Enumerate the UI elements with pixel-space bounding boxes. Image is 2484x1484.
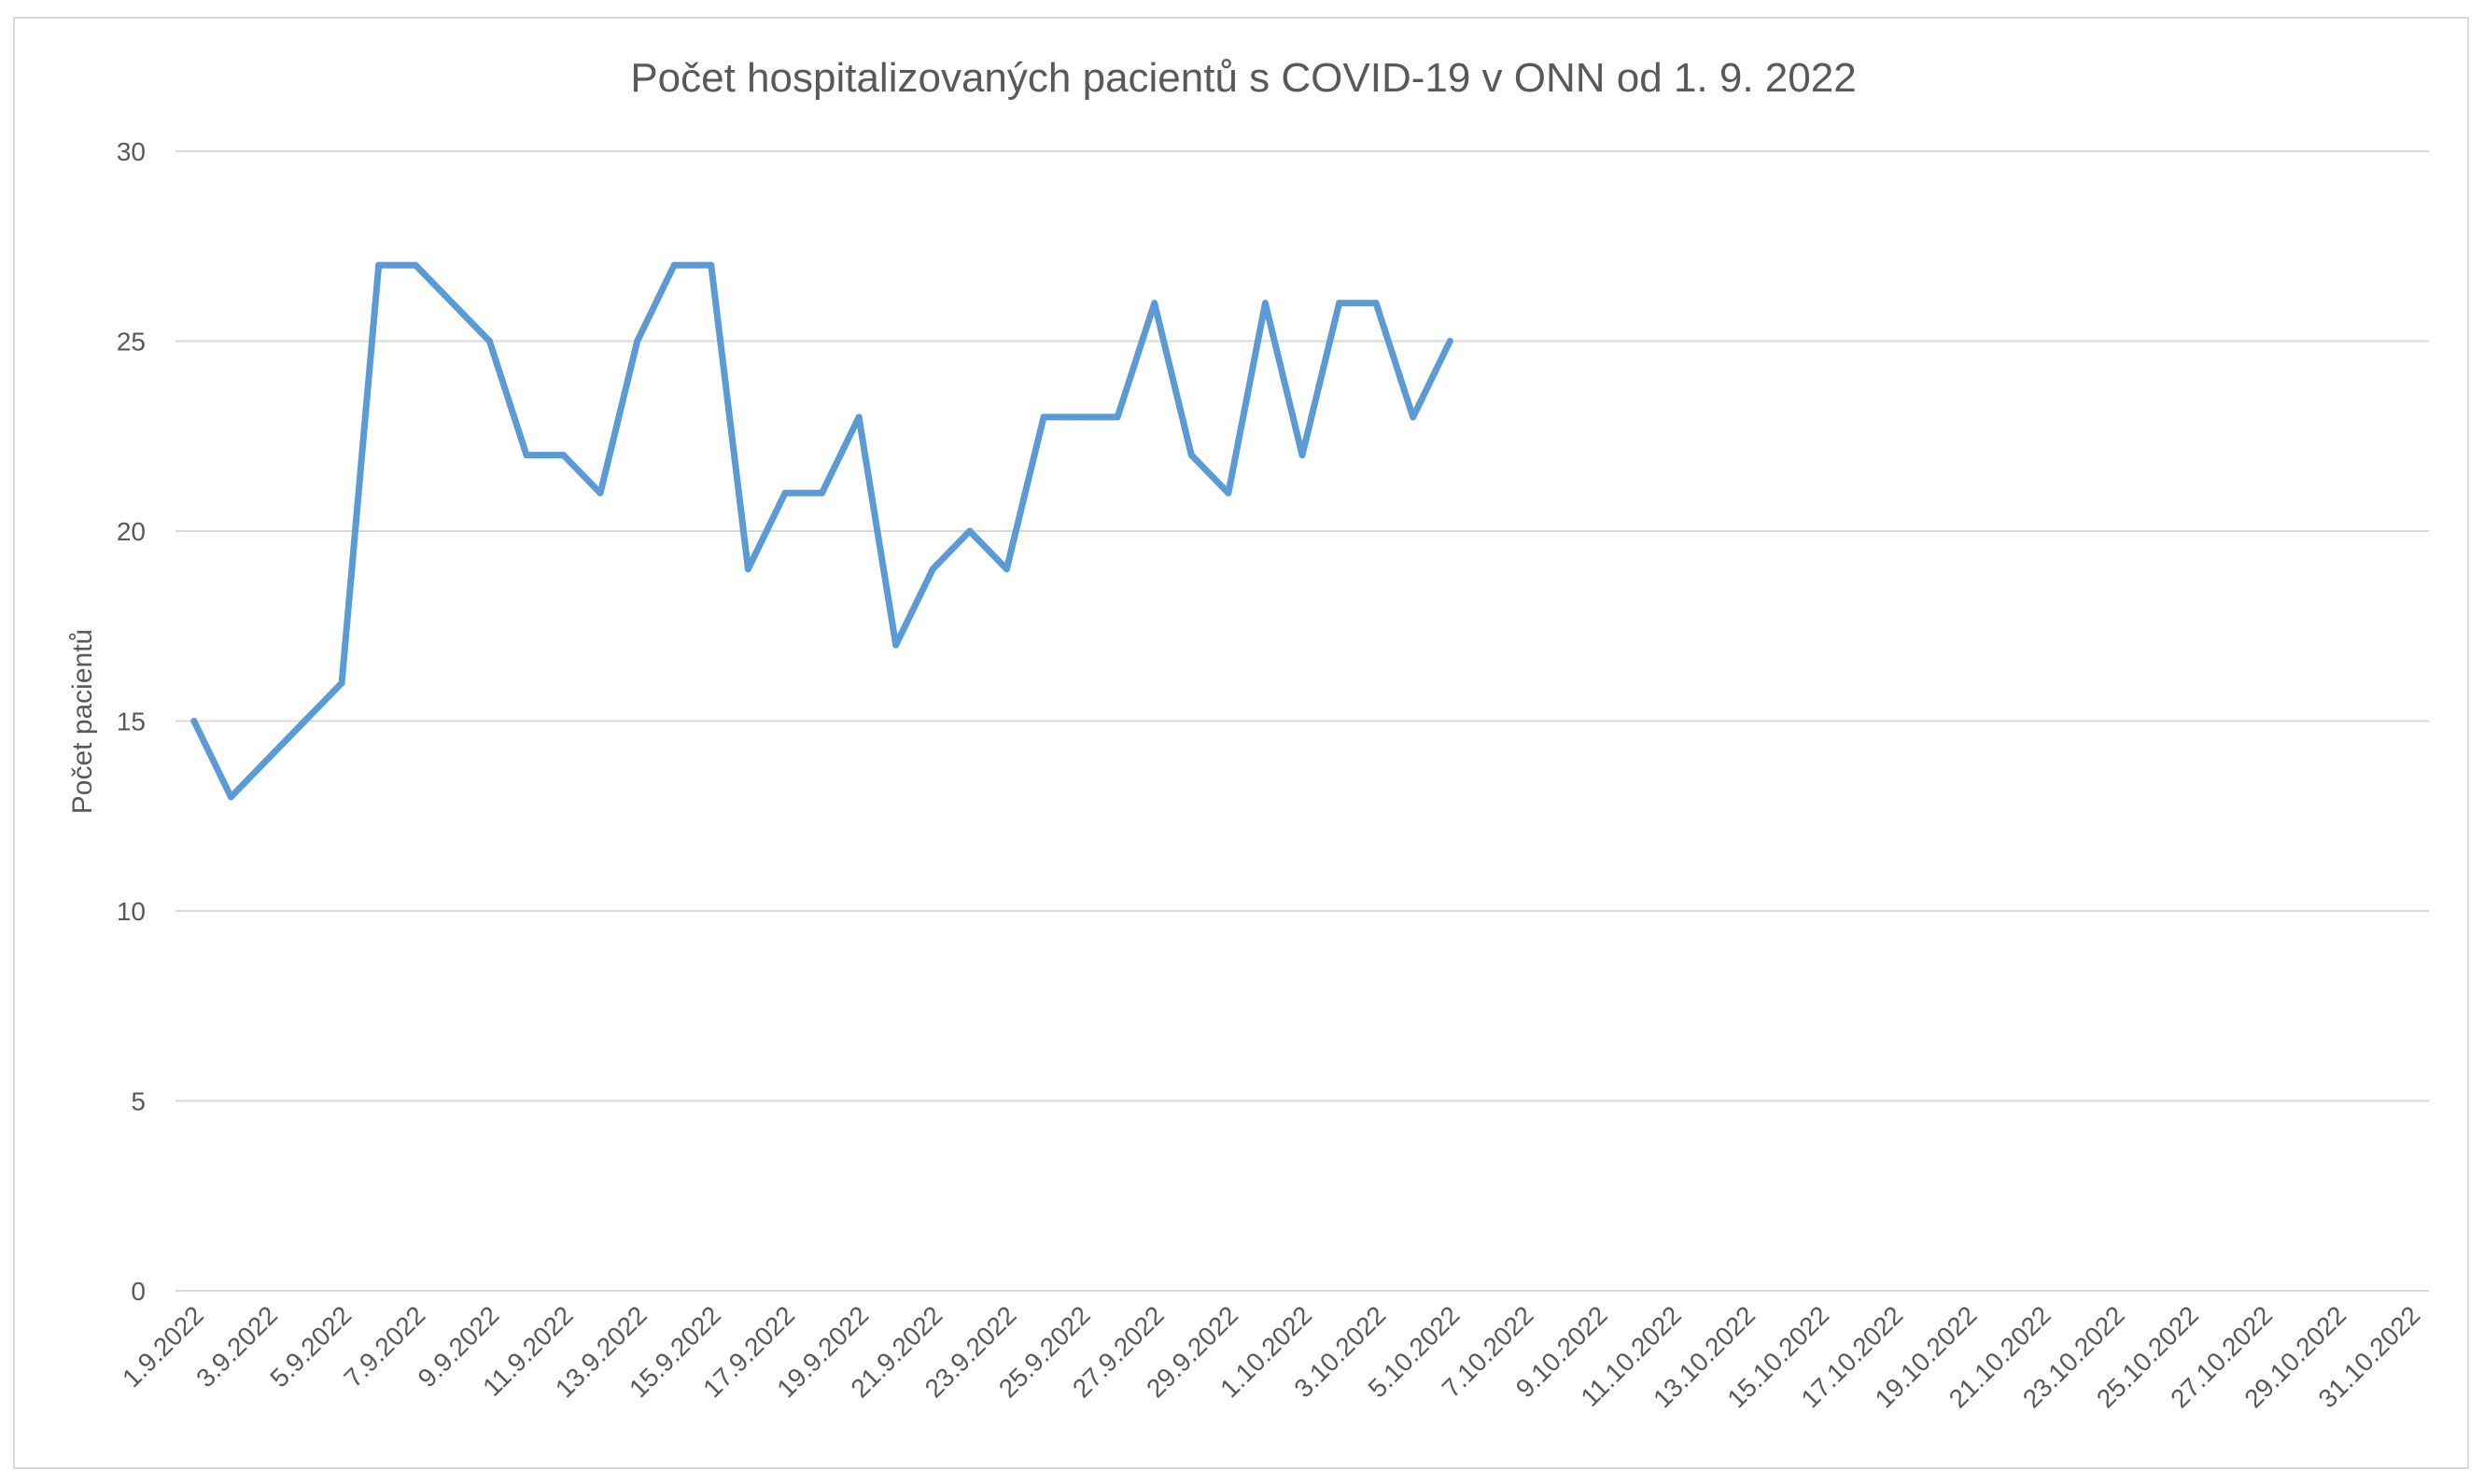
data-point [1261,300,1269,307]
data-point [1187,452,1195,459]
data-point [596,489,604,497]
data-point [1446,338,1453,344]
data-point [560,452,568,459]
data-point [1040,413,1047,421]
data-point [1151,300,1158,307]
data-point [634,338,641,344]
data-point [892,641,900,649]
data-point [338,679,345,687]
data-point [1298,452,1306,459]
gridlines [175,150,2429,1292]
y-tick-label: 20 [117,517,146,546]
data-point [1225,489,1232,497]
data-point [190,718,198,724]
data-point [819,489,826,497]
data-point [670,261,678,269]
y-axis-label: Počet pacientů [67,629,98,814]
x-tick-label: 7.9.2022 [338,1300,430,1393]
data-point [227,793,234,801]
data-point [302,718,309,724]
x-tick-label: 5.9.2022 [264,1300,357,1393]
data-point [412,261,419,269]
data-point [966,527,974,535]
data-point [708,261,715,269]
data-point [781,489,789,497]
data-point [375,261,383,269]
data-point [1077,413,1085,421]
data-point [485,338,493,344]
data-point [744,566,751,573]
x-tick-labels: 1.9.20223.9.20225.9.20227.9.20229.9.2022… [117,1300,2425,1413]
y-tick-label: 0 [131,1277,146,1306]
data-point [1336,300,1343,307]
data-point [855,413,863,421]
data-point [1372,300,1380,307]
data-point [1003,566,1010,573]
x-tick-label: 1.9.2022 [117,1300,209,1393]
x-tick-label: 3.9.2022 [190,1300,283,1393]
data-point [449,300,456,307]
y-tick-label: 15 [117,707,146,736]
y-tick-label: 30 [117,137,146,166]
y-tick-label: 10 [117,897,146,926]
data-point [929,566,936,573]
y-tick-labels: 0 5 10 15 20 25 30 [117,137,146,1306]
data-point [523,452,530,459]
data-points [190,261,1453,801]
y-tick-label: 25 [117,328,146,357]
y-tick-label: 5 [131,1087,146,1116]
data-point [1114,413,1121,421]
chart-frame [13,17,2469,1469]
data-point [264,755,272,763]
data-point [1410,413,1417,421]
chart-title: Počet hospitalizovaných pacientů s COVID… [630,55,1856,101]
